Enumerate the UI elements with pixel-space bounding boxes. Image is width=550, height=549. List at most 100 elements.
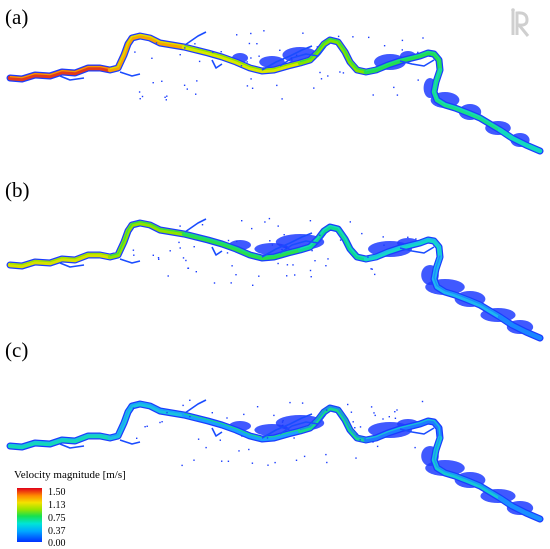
wet-cell: [195, 93, 197, 95]
wet-cell: [231, 265, 233, 267]
legend-tick: 0.00: [48, 538, 66, 549]
wet-cell: [376, 445, 379, 448]
wet-cell: [250, 32, 252, 35]
wet-cell: [139, 98, 141, 100]
wet-cell: [196, 80, 198, 82]
wet-cell: [372, 441, 374, 443]
wet-cell: [258, 55, 260, 57]
wet-cell: [361, 232, 363, 235]
velocity-streak: [109, 220, 197, 257]
wet-cell: [276, 84, 278, 87]
wet-cell: [132, 407, 135, 409]
velocity-streak: [433, 255, 513, 325]
wet-cell: [269, 240, 271, 242]
wet-cell: [273, 414, 275, 417]
side-channel: [261, 232, 313, 258]
river-velocity-map-a: [6, 30, 544, 155]
wet-cell: [186, 88, 188, 90]
wet-cell: [285, 247, 287, 249]
wet-cell: [356, 433, 358, 435]
velocity-streak: [299, 37, 377, 72]
wet-cell: [368, 36, 370, 39]
wet-cell: [352, 36, 354, 38]
wet-cell: [311, 249, 313, 252]
panel-label-a: (a): [5, 5, 29, 29]
wet-cell: [303, 455, 306, 458]
velocity-streak: [499, 315, 541, 338]
velocity-streak: [365, 237, 441, 268]
wet-cell: [394, 411, 396, 413]
wet-cell: [182, 257, 185, 259]
wet-cell: [277, 262, 279, 265]
side-channel: [211, 246, 223, 256]
wet-cell: [189, 399, 191, 401]
wet-cell: [290, 57, 293, 59]
wet-cell: [268, 217, 271, 220]
wet-cell: [250, 78, 252, 80]
wet-cell: [325, 265, 327, 267]
wet-cell: [319, 234, 321, 236]
wet-cell: [279, 49, 281, 51]
wet-cell: [327, 75, 329, 77]
velocity-segment: [497, 314, 543, 341]
wet-cell: [283, 234, 285, 236]
wet-cell: [132, 249, 135, 251]
wet-cell: [155, 42, 158, 44]
wet-cell: [241, 220, 243, 222]
wet-cell: [144, 426, 146, 428]
wet-cell: [282, 419, 284, 422]
wet-cell: [213, 282, 216, 284]
wet-cell: [193, 459, 195, 461]
wet-cell: [371, 268, 373, 270]
wet-cell: [422, 37, 424, 39]
side-channel: [261, 413, 313, 439]
wet-cell: [286, 264, 289, 266]
panel-label-b: (b): [5, 178, 30, 202]
wet-cell: [152, 254, 154, 256]
velocity-segment: [181, 412, 313, 442]
wet-cell: [388, 416, 390, 418]
wet-cell: [383, 45, 386, 47]
wet-cell: [179, 247, 181, 249]
wet-cell: [359, 439, 361, 441]
panel-a: (a): [0, 0, 550, 175]
wet-cell: [187, 267, 189, 269]
wet-cell: [349, 221, 351, 223]
river-bank: [6, 32, 544, 155]
wet-cell: [198, 60, 201, 63]
wet-cell: [248, 448, 250, 451]
wet-cell: [133, 254, 135, 256]
wet-cell: [421, 400, 424, 403]
side-channel: [399, 427, 435, 435]
side-channel: [279, 413, 327, 435]
velocity-streak: [183, 231, 311, 258]
wet-cell: [393, 86, 395, 89]
velocity-streak: [183, 412, 311, 439]
wet-cell: [238, 450, 240, 452]
velocity-legend: Velocity magnitude [m/s] 1.50 1.13 0.75 …: [14, 469, 174, 549]
wet-cell: [281, 248, 283, 251]
wet-cell: [382, 418, 384, 420]
wet-cell: [159, 421, 161, 424]
wet-cell: [342, 72, 345, 74]
river-channel-c: [6, 399, 544, 523]
wet-cell: [339, 239, 342, 241]
wet-cell: [184, 47, 186, 49]
wet-cell: [325, 453, 327, 456]
wet-cell: [319, 71, 321, 74]
wet-cell: [221, 460, 223, 462]
wet-cell: [201, 224, 204, 226]
wet-cell: [359, 426, 362, 428]
velocity-streak: [9, 252, 119, 266]
wet-cell: [414, 446, 416, 449]
wet-cell: [374, 414, 376, 417]
wet-cell: [281, 421, 284, 423]
side-channel: [119, 439, 141, 445]
wet-cell: [235, 274, 237, 276]
side-channel: [279, 232, 327, 254]
wet-cell: [226, 417, 228, 419]
wet-cell: [219, 439, 221, 441]
wet-cell: [251, 227, 253, 230]
river-velocity-map-b: [6, 217, 544, 342]
wet-cell: [252, 284, 254, 286]
